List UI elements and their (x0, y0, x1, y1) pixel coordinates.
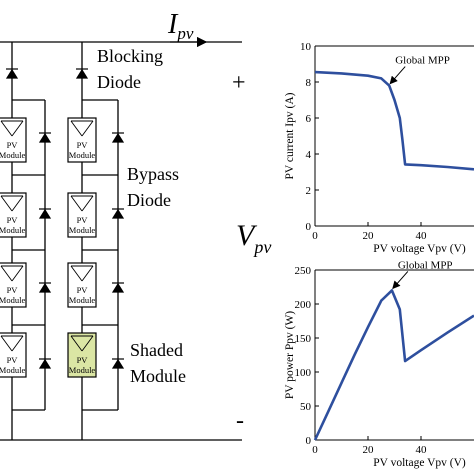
module-label-module: Module (69, 225, 96, 235)
x-axis-label: PV voltage Vpv (V) (373, 457, 466, 469)
module-label-pv: PV (77, 140, 89, 150)
module-label-pv: PV (77, 215, 89, 225)
y-tick-label: 250 (295, 265, 312, 277)
bypass-diode-1c (38, 282, 52, 293)
bypass-diode-2b (111, 208, 125, 219)
global-mpp-annotation: Global MPP (395, 55, 450, 67)
module-label-module: Module (0, 365, 25, 375)
module-label-pv: PV (7, 215, 19, 225)
y-tick-label: 50 (300, 401, 312, 413)
bypass-diode-2c (111, 282, 125, 293)
plus-terminal: + (232, 70, 246, 96)
y-tick-label: 2 (306, 185, 312, 197)
x-axis-label: PV voltage Vpv (V) (373, 243, 466, 255)
shaded-label-line1: Shaded (130, 340, 183, 360)
blocking-diode-2 (75, 68, 89, 79)
bypass-diode-1a (38, 132, 52, 143)
series-line (313, 289, 474, 441)
voltage-label: Vpv (236, 219, 271, 257)
module-label-pv: PV (77, 355, 89, 365)
current-label: Ipv (167, 9, 194, 43)
bypass-diode-1b (38, 208, 52, 219)
blocking-label-line1: Blocking (97, 46, 163, 66)
y-tick-label: 10 (300, 41, 312, 53)
module-label-module: Module (69, 150, 96, 160)
module-label-pv: PV (7, 285, 19, 295)
y-tick-label: 8 (306, 77, 312, 89)
bypass-diode-2a (111, 132, 125, 143)
module-label-pv: PV (77, 285, 89, 295)
series-line (314, 70, 474, 171)
bypass-label-line2: Diode (127, 190, 171, 210)
x-tick-label: 40 (416, 230, 428, 242)
bypass-diode-2d (111, 358, 125, 369)
y-tick-label: 200 (295, 299, 312, 311)
module-label-module: Module (69, 295, 96, 305)
global-mpp-annotation: Global MPP (398, 259, 453, 271)
y-tick-label: 6 (306, 113, 312, 125)
module-label-pv: PV (7, 140, 19, 150)
blocking-label-line2: Diode (97, 72, 141, 92)
x-tick-label: 20 (363, 444, 375, 456)
x-tick-label: 0 (312, 230, 318, 242)
module-label-pv: PV (7, 355, 19, 365)
power-voltage-chart: 0 20 40 0 50 100 150 200 250 PV voltage Vpv (V) PV… (284, 259, 474, 469)
current-voltage-chart: 0 20 40 0 2 4 6 8 10 PV voltage Vpv (V) PV current… (284, 41, 474, 255)
y-tick-label: 0 (306, 221, 312, 233)
annotation-arrow (389, 66, 406, 85)
annotation-arrow (392, 271, 409, 290)
module-label-module: Module (0, 295, 25, 305)
y-tick-label: 0 (306, 435, 312, 447)
pv-array-circuit (0, 36, 242, 441)
x-tick-label: 40 (416, 444, 428, 456)
y-axis-label: PV power Ppv (W) (284, 311, 296, 399)
y-tick-label: 4 (306, 149, 312, 161)
module-label-module: Module (69, 365, 96, 375)
y-axis-label: PV current Ipv (A) (284, 92, 296, 179)
bypass-diode-1d (38, 358, 52, 369)
y-tick-label: 150 (295, 333, 312, 345)
module-label-module: Module (0, 150, 25, 160)
bypass-label-line1: Bypass (127, 164, 179, 184)
x-tick-label: 0 (312, 444, 318, 456)
y-tick-label: 100 (295, 367, 312, 379)
minus-terminal: - (236, 408, 244, 434)
module-label-module: Module (0, 225, 25, 235)
x-tick-label: 20 (363, 230, 375, 242)
blocking-diode-1 (5, 68, 19, 79)
shaded-label-line2: Module (130, 366, 186, 386)
